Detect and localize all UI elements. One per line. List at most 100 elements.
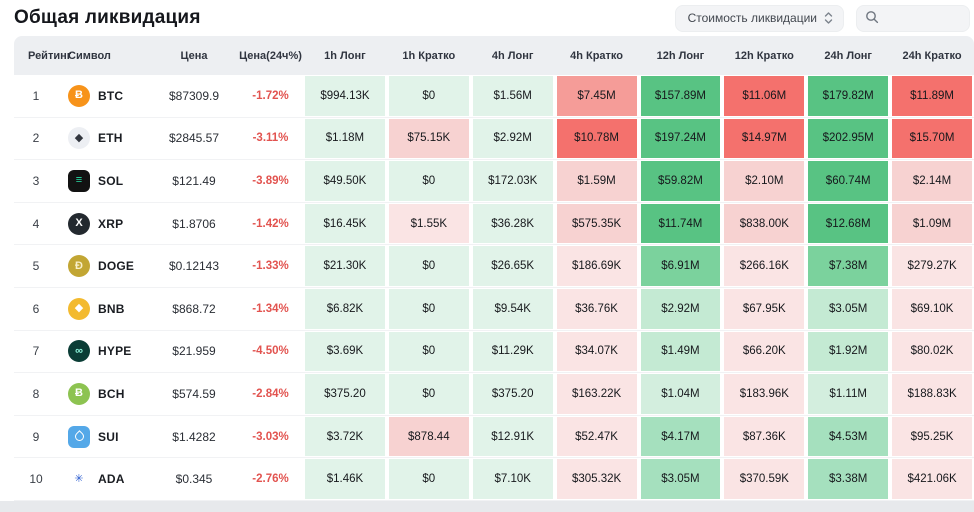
table-row-xrp[interactable]: 4 X XRP $1.8706 -1.42% $16.45K $1.55K $36.28K $5… [14, 203, 974, 246]
bnb-coin-icon: ◆ [68, 297, 90, 320]
hype-coin-icon: ∞ [68, 340, 90, 363]
search-box[interactable] [856, 4, 970, 32]
symbol-cell: ≡ SOL [58, 160, 150, 202]
rank-value: 9 [32, 429, 40, 444]
rank-value: 4 [32, 216, 40, 231]
liquidation-24h-long-value: $4.53M [808, 416, 889, 457]
rank-value: 5 [32, 259, 40, 274]
bottom-strip [0, 501, 974, 512]
liquidation-cell-wrap: $172.03K [471, 160, 555, 202]
liquidation-cell-wrap: $2.14M [890, 160, 974, 202]
liquidation-1h-long-value: $375.20 [305, 374, 385, 414]
symbol-label: ADA [98, 472, 125, 487]
liquidation-4h-long-value: $26.65K [472, 246, 553, 286]
column-header-1: Рейтинг [28, 49, 72, 62]
liquidation-cell-wrap: $10.78M [555, 118, 639, 160]
liquidation-1h-long-value: $3.69K [305, 331, 385, 372]
change-24h-value: -3.03% [252, 430, 289, 443]
liquidation-cell-wrap: $59.82M [639, 160, 723, 202]
liquidation-cell-wrap: $34.07K [555, 331, 639, 373]
liquidation-cell-wrap: $7.38M [806, 245, 890, 287]
liquidation-cell-wrap: $3.69K [303, 331, 387, 373]
symbol-cell: Ƀ BTC [58, 75, 150, 117]
column-header-9: 12h Лонг [656, 49, 705, 62]
liquidation-cell-wrap: $11.06M [722, 75, 806, 117]
liquidation-1h-short-value: $0 [388, 76, 469, 116]
liquidation-12h-long-value: $11.74M [640, 203, 721, 244]
column-header-10: 12h Кратко [734, 49, 794, 62]
search-input[interactable] [885, 11, 961, 25]
table-row-bnb[interactable]: 6 ◆ BNB $868.72 -1.34% $6.82K $0 $9.54K $36.76K $… [14, 288, 974, 331]
liquidation-12h-long-value: $1.04M [640, 374, 721, 414]
table-row-doge[interactable]: 5 Ð DOGE $0.12143 -1.33% $21.30K $0 $26.65K $186… [14, 245, 974, 288]
liquidation-4h-short-value: $163.22K [556, 374, 637, 414]
table-row-bch[interactable]: 8 Ƀ BCH $574.59 -2.84% $375.20 $0 $375.20 $163.2… [14, 373, 974, 416]
liquidation-4h-short-value: $186.69K [556, 246, 637, 286]
liquidation-cell-wrap: $16.45K [303, 203, 387, 245]
liquidation-1h-short-value: $0 [388, 374, 469, 414]
symbol-label: ETH [98, 131, 123, 146]
liquidation-cell-wrap: $75.15K [387, 118, 471, 160]
rank-value: 3 [32, 173, 40, 188]
liquidation-12h-long-value: $3.05M [640, 459, 721, 499]
liquidation-1h-short-value: $0 [388, 161, 469, 201]
table-body: 1 Ƀ BTC $87309.9 -1.72% $994.13K $0 $1.56M $7.45… [14, 75, 974, 501]
liquidation-1h-long-value: $994.13K [305, 76, 385, 116]
liquidation-1h-long-value: $6.82K [305, 288, 385, 329]
sui-coin-icon [68, 425, 90, 448]
liquidation-12h-long-value: $1.49M [640, 331, 721, 372]
table-row-sui[interactable]: 9 SUI $1.4282 -3.03% $3.72K $878.44 $12.91K $52… [14, 416, 974, 459]
liquidation-cell-wrap: $1.04M [639, 373, 723, 415]
column-header-4: Цена(24ч%) [239, 49, 302, 62]
liquidation-4h-long-value: $12.91K [472, 416, 553, 457]
liquidation-1h-short-value: $0 [388, 331, 469, 372]
liquidation-4h-long-value: $11.29K [472, 331, 553, 372]
liquidation-24h-short-value: $15.70M [892, 118, 972, 159]
table-row-btc[interactable]: 1 Ƀ BTC $87309.9 -1.72% $994.13K $0 $1.56M $7.45… [14, 75, 974, 118]
liquidation-4h-short-value: $34.07K [556, 331, 637, 372]
liquidation-cell-wrap: $69.10K [890, 288, 974, 330]
table-row-hype[interactable]: 7 ∞ HYPE $21.959 -4.50% $3.69K $0 $11.29K $34.07… [14, 331, 974, 374]
liquidation-cell-wrap: $1.46K [303, 458, 387, 500]
change-24h-value: -2.84% [252, 387, 289, 400]
updown-chevron-icon [824, 11, 833, 25]
liquidation-cell-wrap: $1.59M [555, 160, 639, 202]
liquidation-4h-short-value: $1.59M [556, 161, 637, 201]
liquidation-cell-wrap: $6.91M [639, 245, 723, 287]
liquidation-cell-wrap: $266.16K [722, 245, 806, 287]
liquidation-24h-short-value: $2.14M [892, 161, 972, 201]
rank-value: 6 [32, 301, 40, 316]
liquidation-24h-short-value: $69.10K [892, 288, 972, 329]
liquidation-cell-wrap: $157.89M [639, 75, 723, 117]
liquidation-24h-short-value: $80.02K [892, 331, 972, 372]
bch-coin-icon: Ƀ [68, 382, 90, 405]
liquidation-4h-short-value: $52.47K [556, 416, 637, 457]
liquidation-4h-short-value: $10.78M [556, 118, 637, 159]
page-title: Общая ликвидация [14, 7, 201, 28]
liquidation-value-dropdown[interactable]: Стоимость ликвидации [674, 4, 844, 32]
liquidation-cell-wrap: $87.36K [722, 416, 806, 458]
symbol-label: BTC [98, 88, 124, 103]
liquidation-4h-long-value: $1.56M [472, 76, 553, 116]
liquidation-cell-wrap: $1.49M [639, 331, 723, 373]
liquidation-1h-short-value: $0 [388, 246, 469, 286]
symbol-label: HYPE [98, 344, 132, 359]
symbol-label: XRP [98, 216, 124, 231]
symbol-cell: SUI [58, 416, 150, 458]
liquidation-24h-long-value: $60.74M [808, 161, 889, 201]
table-row-ada[interactable]: 10 ✳ ADA $0.345 -2.76% $1.46K $0 $7.10K $305.32K… [14, 458, 974, 501]
liquidation-table: Рейтинг Символ Цена Цена(24ч%) 1h Лонг 1h Кра… [14, 36, 974, 501]
symbol-cell: ◆ BNB [58, 288, 150, 330]
liquidation-cell-wrap: $375.20 [471, 373, 555, 415]
liquidation-4h-long-value: $2.92M [472, 118, 553, 159]
column-header-2: Символ [68, 49, 111, 62]
column-header-5: 1h Лонг [324, 49, 366, 62]
water-drop-glyph [72, 430, 86, 443]
liquidation-4h-long-value: $7.10K [472, 459, 553, 499]
table-row-eth[interactable]: 2 ◆ ETH $2845.57 -3.11% $1.18M $75.15K $2.92M $1… [14, 118, 974, 161]
liquidation-cell-wrap: $95.25K [890, 416, 974, 458]
table-row-sol[interactable]: 3 ≡ SOL $121.49 -3.89% $49.50K $0 $172.03K $1.59… [14, 160, 974, 203]
liquidation-24h-short-value: $421.06K [892, 459, 972, 499]
symbol-cell: ∞ HYPE [58, 331, 150, 373]
liquidation-12h-long-value: $197.24M [640, 118, 721, 159]
